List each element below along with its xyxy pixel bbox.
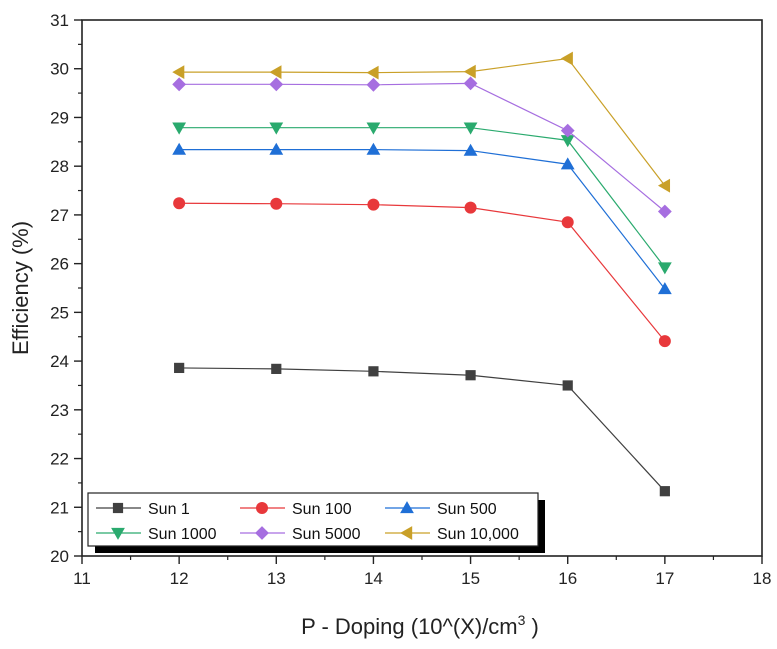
x-tick-label: 15: [461, 569, 480, 588]
y-tick-label: 27: [50, 206, 69, 225]
data-point: [271, 363, 282, 374]
y-tick-label: 26: [50, 255, 69, 274]
data-point: [366, 65, 379, 80]
data-point: [172, 122, 187, 135]
data-point: [560, 157, 575, 170]
data-point: [366, 142, 381, 155]
data-point: [658, 335, 671, 348]
legend-label: Sun 1000: [148, 526, 217, 543]
axes: 11 12 13 14 15 16 17 18 20 21 22 23 24 25 26 27 28 29 30 31: [50, 11, 771, 588]
y-tick-label: 31: [50, 11, 69, 30]
x-axis-title-tail: ): [525, 614, 538, 639]
data-point: [172, 142, 187, 155]
x-axis-title-sup: 3: [518, 612, 526, 628]
y-tick-label: 20: [50, 547, 69, 566]
series-sun-1000: [172, 122, 672, 275]
series-sun-500: [172, 142, 672, 295]
legend-marker: [400, 526, 413, 540]
data-point: [368, 366, 379, 377]
legend-item: Sun 1: [96, 501, 190, 518]
series-line: [179, 57, 666, 187]
x-tick-label: 11: [73, 569, 91, 588]
y-tick-label: 25: [50, 303, 69, 322]
series-line: [179, 149, 666, 290]
legend-label: Sun 1: [148, 501, 190, 518]
data-point: [174, 362, 185, 374]
legend-label: Sun 5000: [292, 526, 361, 543]
series-sun-5000: [172, 76, 672, 219]
data-point: [269, 142, 284, 155]
data-point: [463, 122, 478, 135]
legend-item: Sun 1000: [96, 526, 217, 543]
legend-item: Sun 500: [385, 501, 497, 518]
plot-frame: [81, 19, 763, 557]
data-point: [366, 77, 381, 92]
x-tick-label: 18: [753, 569, 772, 588]
legend-marker: [256, 502, 268, 514]
data-point: [465, 370, 476, 381]
x-tick-label: 16: [558, 569, 577, 588]
data-point: [366, 122, 381, 135]
legend-item: Sun 5000: [240, 526, 361, 543]
data-point: [657, 178, 671, 193]
data-point: [270, 197, 283, 210]
data-point: [172, 77, 187, 92]
series-sun-1: [174, 362, 670, 497]
legend-label: Sun 100: [292, 501, 352, 518]
data-point: [269, 122, 284, 135]
y-tick-label: 22: [50, 450, 69, 469]
x-tick-label: 12: [170, 569, 189, 588]
legend-marker: [400, 501, 414, 514]
data-point: [560, 51, 573, 66]
y-tick-label: 30: [50, 60, 69, 79]
data-point: [463, 64, 476, 79]
data-point: [657, 262, 672, 275]
series-line: [179, 82, 666, 212]
y-tick-label: 23: [50, 401, 69, 420]
legend-label: Sun 10,000: [437, 526, 519, 543]
series-sun-100: [173, 197, 671, 348]
data-point: [657, 204, 672, 219]
legend-item: Sun 100: [240, 501, 352, 518]
legend: Sun 1 Sun 100 Sun 500 Sun 1000 Sun 5000 Sun 1…: [87, 492, 545, 553]
legend-marker: [111, 527, 125, 540]
data-point: [561, 216, 574, 229]
y-axis-title: Efficiency (%): [8, 221, 33, 355]
x-axis-title: P - Doping (10^(X)/cm3 ): [301, 612, 539, 639]
data-point: [269, 77, 284, 92]
y-tick-label: 29: [50, 108, 69, 127]
data-point: [367, 198, 380, 211]
y-tick-label: 24: [50, 352, 69, 371]
y-tick-label: 28: [50, 157, 69, 176]
series-sun-10-000: [172, 51, 671, 193]
x-tick-label: 17: [655, 569, 674, 588]
data-point: [463, 143, 478, 156]
x-axis-title-main: P - Doping (10^(X)/cm: [301, 614, 518, 639]
data-point: [173, 197, 186, 210]
data-point: [463, 76, 478, 91]
legend-box: [87, 492, 539, 547]
x-tick-label: 13: [267, 569, 286, 588]
legend-marker: [112, 502, 124, 514]
data-point: [657, 282, 672, 295]
data-point: [560, 123, 575, 138]
data-point: [560, 135, 575, 148]
legend-marker: [255, 526, 269, 540]
data-point: [659, 486, 670, 497]
series-line: [179, 202, 666, 342]
legend-item: Sun 10,000: [385, 526, 519, 543]
series-line: [179, 367, 666, 492]
data-point: [464, 201, 477, 214]
data-point: [562, 380, 573, 391]
y-tick-label: 21: [50, 498, 69, 517]
data-point: [269, 65, 282, 80]
legend-label: Sun 500: [437, 501, 497, 518]
series-layer: [172, 51, 672, 497]
x-tick-label: 14: [364, 569, 383, 588]
data-point: [172, 65, 185, 80]
series-line: [179, 127, 666, 268]
